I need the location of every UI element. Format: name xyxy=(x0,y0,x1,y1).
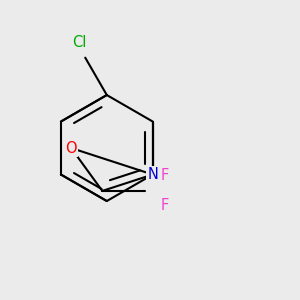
Text: N: N xyxy=(147,167,158,182)
Text: Cl: Cl xyxy=(72,35,86,50)
Text: F: F xyxy=(160,198,169,213)
Text: O: O xyxy=(65,140,77,155)
Text: F: F xyxy=(160,169,169,184)
